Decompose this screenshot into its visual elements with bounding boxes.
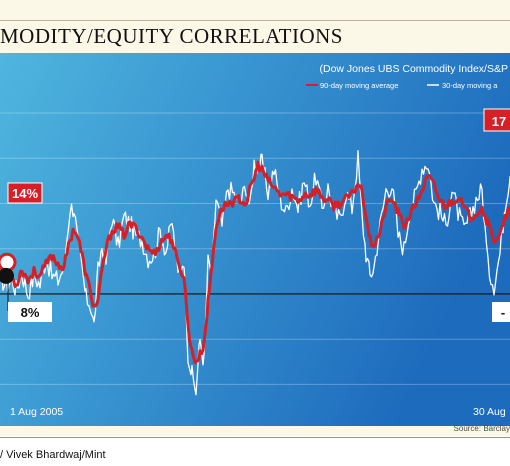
legend-label-30day: 30-day moving a — [442, 81, 498, 90]
callout-right-box — [492, 302, 510, 322]
callout-17-box — [483, 108, 510, 132]
series-group — [0, 150, 510, 396]
callout-right-label: - — [501, 305, 505, 320]
correlation-chart: 14% 8% 17 - (Dow Jones UBS Commodity Index/… — [0, 53, 510, 426]
chart-subtitle: (Dow Jones UBS Commodity Index/S&P — [320, 63, 509, 75]
callout-14pct-label: 14% — [12, 186, 38, 201]
chart-plot-area: 14% 8% 17 - (Dow Jones UBS Commodity Index/… — [0, 53, 510, 426]
source-note: Source: Barclay — [453, 424, 510, 433]
bottom-rule — [0, 437, 510, 438]
legend-label-90day: 90-day moving average — [320, 81, 398, 90]
x-axis-start-label: 1 Aug 2005 — [10, 406, 63, 418]
x-axis-end-label: 30 Aug — [473, 406, 506, 418]
top-rule — [0, 20, 510, 21]
series-90day-line — [0, 160, 510, 365]
legend: 90-day moving average 30-day moving a — [306, 81, 498, 90]
plot-background — [0, 53, 510, 426]
callout-17-label: 17 — [492, 114, 506, 129]
chart-title: MODITY/EQUITY CORRELATIONS — [0, 24, 343, 48]
marker-14pct — [0, 252, 17, 272]
callout-8pct-box — [8, 302, 52, 322]
callout-14pct-box — [7, 182, 43, 204]
graphic-credit: / Vivek Bhardwaj/Mint — [0, 449, 106, 461]
marker-8pct — [0, 267, 14, 284]
callouts-group: 14% 8% 17 - — [0, 108, 510, 322]
callout-8pct-label: 8% — [21, 305, 40, 320]
